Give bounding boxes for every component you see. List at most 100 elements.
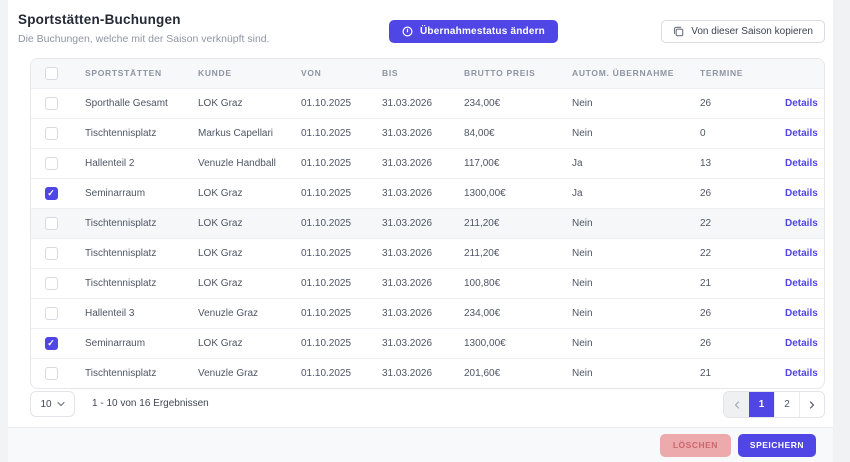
scrollbar-track[interactable] xyxy=(833,0,850,462)
row-checkbox[interactable] xyxy=(44,336,58,350)
cell-autom-uebernahme: Nein xyxy=(558,237,686,268)
prev-page-button[interactable] xyxy=(724,392,749,417)
cell-kunde: LOK Graz xyxy=(184,237,287,268)
cell-termine: 26 xyxy=(686,327,771,358)
details-link[interactable]: Details xyxy=(785,247,818,259)
cell-termine: 13 xyxy=(686,147,771,178)
cell-sportstaette: Tischtennisplatz xyxy=(71,237,184,268)
cell-termine: 22 xyxy=(686,237,771,268)
cell-autom-uebernahme: Nein xyxy=(558,117,686,148)
row-checkbox[interactable] xyxy=(44,216,58,230)
row-checkbox[interactable] xyxy=(44,246,58,260)
table-row: Sporthalle Gesamt LOK Graz 01.10.2025 31.03… xyxy=(31,87,824,118)
row-checkbox[interactable] xyxy=(44,276,58,290)
select-all-checkbox[interactable] xyxy=(44,66,58,80)
details-cell: Details xyxy=(771,267,824,298)
details-link[interactable]: Details xyxy=(785,367,818,379)
chevron-left-icon xyxy=(734,400,740,409)
column-header: VON xyxy=(287,59,368,88)
cell-bis: 31.03.2026 xyxy=(368,207,450,238)
cell-autom-uebernahme: Nein xyxy=(558,207,686,238)
save-button[interactable]: SPEICHERN xyxy=(737,433,816,457)
cell-kunde: Markus Capellari xyxy=(184,117,287,148)
select-all-header xyxy=(31,59,71,88)
row-checkbox-cell xyxy=(31,267,71,298)
cell-kunde: LOK Graz xyxy=(184,177,287,208)
cell-kunde: LOK Graz xyxy=(184,87,287,118)
cell-von: 01.10.2025 xyxy=(287,357,368,388)
details-link[interactable]: Details xyxy=(785,127,818,139)
cell-autom-uebernahme: Nein xyxy=(558,267,686,298)
cell-brutto-preis: 211,20€ xyxy=(450,237,558,268)
details-cell: Details xyxy=(771,327,824,358)
cell-bis: 31.03.2026 xyxy=(368,357,450,388)
cell-sportstaette: Seminarraum xyxy=(71,327,184,358)
cell-bis: 31.03.2026 xyxy=(368,237,450,268)
page-size-value: 10 xyxy=(40,398,52,410)
cell-termine: 0 xyxy=(686,117,771,148)
row-checkbox-cell xyxy=(31,87,71,118)
table-row: Tischtennisplatz Venuzle Graz 01.10.2025 31… xyxy=(31,357,824,388)
change-status-button[interactable]: Übernahmestatus ändern xyxy=(389,20,558,43)
row-checkbox-cell xyxy=(31,177,71,208)
table-header-row: SPORTSTÄTTEN KUNDE VON BIS BRUTTO PREIS AUTOM… xyxy=(31,59,824,88)
details-link[interactable]: Details xyxy=(785,307,818,319)
details-link[interactable]: Details xyxy=(785,217,818,229)
cell-autom-uebernahme: Ja xyxy=(558,177,686,208)
details-link[interactable]: Details xyxy=(785,187,818,199)
copy-icon xyxy=(673,26,684,37)
column-header: SPORTSTÄTTEN xyxy=(71,59,184,88)
details-cell: Details xyxy=(771,297,824,328)
cell-brutto-preis: 201,60€ xyxy=(450,357,558,388)
chevron-right-icon xyxy=(809,400,815,409)
change-status-label: Übernahmestatus ändern xyxy=(420,26,545,37)
details-link[interactable]: Details xyxy=(785,157,818,169)
page-button-1[interactable]: 1 xyxy=(749,392,774,417)
details-cell: Details xyxy=(771,207,824,238)
row-checkbox-cell xyxy=(31,357,71,388)
cell-brutto-preis: 234,00€ xyxy=(450,87,558,118)
column-header: KUNDE xyxy=(184,59,287,88)
cell-von: 01.10.2025 xyxy=(287,267,368,298)
column-header: BIS xyxy=(368,59,450,88)
details-link[interactable]: Details xyxy=(785,277,818,289)
cell-kunde: LOK Graz xyxy=(184,327,287,358)
page-subtitle: Die Buchungen, welche mit der Saison ver… xyxy=(18,33,270,45)
delete-button[interactable]: LÖSCHEN xyxy=(659,433,731,457)
row-checkbox-cell xyxy=(31,117,71,148)
row-checkbox[interactable] xyxy=(44,156,58,170)
page-button-2[interactable]: 2 xyxy=(774,392,799,417)
cell-sportstaette: Tischtennisplatz xyxy=(71,207,184,238)
row-checkbox[interactable] xyxy=(44,96,58,110)
cell-von: 01.10.2025 xyxy=(287,177,368,208)
table-row: Tischtennisplatz Markus Capellari 01.10.20… xyxy=(31,117,824,148)
cell-bis: 31.03.2026 xyxy=(368,117,450,148)
row-checkbox[interactable] xyxy=(44,306,58,320)
cell-von: 01.10.2025 xyxy=(287,327,368,358)
copy-season-label: Von dieser Saison kopieren xyxy=(691,26,813,37)
cell-autom-uebernahme: Nein xyxy=(558,357,686,388)
table-row: Hallenteil 2 Venuzle Handball 01.10.2025 31… xyxy=(31,147,824,178)
cell-brutto-preis: 234,00€ xyxy=(450,297,558,328)
results-count: 1 - 10 von 16 Ergebnissen xyxy=(92,398,209,409)
details-link[interactable]: Details xyxy=(785,97,818,109)
cell-termine: 26 xyxy=(686,177,771,208)
row-checkbox[interactable] xyxy=(44,126,58,140)
row-checkbox[interactable] xyxy=(44,186,58,200)
row-checkbox[interactable] xyxy=(44,366,58,380)
next-page-button[interactable] xyxy=(799,392,824,417)
cell-sportstaette: Tischtennisplatz xyxy=(71,357,184,388)
cell-bis: 31.03.2026 xyxy=(368,267,450,298)
cell-sportstaette: Tischtennisplatz xyxy=(71,267,184,298)
page-size-select[interactable]: 10 xyxy=(30,391,75,417)
copy-season-button[interactable]: Von dieser Saison kopieren xyxy=(661,20,825,43)
cell-termine: 26 xyxy=(686,87,771,118)
cell-sportstaette: Seminarraum xyxy=(71,177,184,208)
page-header: Sportstätten-Buchungen Die Buchungen, we… xyxy=(18,12,270,45)
details-link[interactable]: Details xyxy=(785,337,818,349)
details-cell: Details xyxy=(771,357,824,388)
details-cell: Details xyxy=(771,147,824,178)
cell-kunde: Venuzle Graz xyxy=(184,357,287,388)
chevron-down-icon xyxy=(56,401,65,407)
